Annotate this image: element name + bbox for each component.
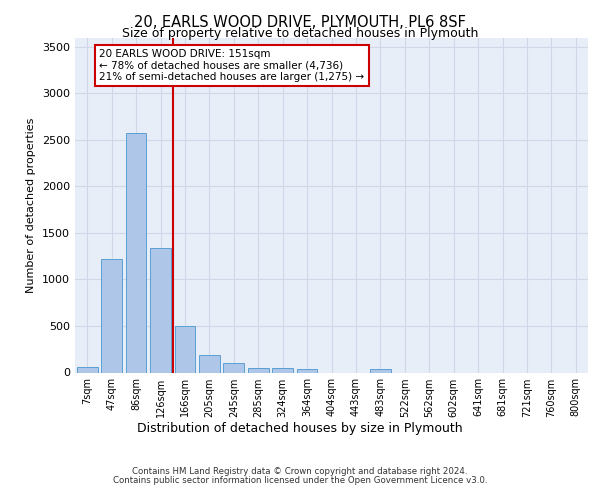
Text: Contains HM Land Registry data © Crown copyright and database right 2024.: Contains HM Land Registry data © Crown c… xyxy=(132,467,468,476)
Bar xyxy=(248,368,269,372)
Text: Size of property relative to detached houses in Plymouth: Size of property relative to detached ho… xyxy=(122,28,478,40)
Bar xyxy=(199,355,220,372)
Bar xyxy=(101,259,122,372)
Bar xyxy=(125,134,146,372)
Bar xyxy=(77,368,98,372)
Y-axis label: Number of detached properties: Number of detached properties xyxy=(26,118,37,292)
Text: Distribution of detached houses by size in Plymouth: Distribution of detached houses by size … xyxy=(137,422,463,435)
Bar xyxy=(223,362,244,372)
Bar xyxy=(272,368,293,372)
Text: 20 EARLS WOOD DRIVE: 151sqm
← 78% of detached houses are smaller (4,736)
21% of : 20 EARLS WOOD DRIVE: 151sqm ← 78% of det… xyxy=(100,48,365,82)
Text: Contains public sector information licensed under the Open Government Licence v3: Contains public sector information licen… xyxy=(113,476,487,485)
Text: 20, EARLS WOOD DRIVE, PLYMOUTH, PL6 8SF: 20, EARLS WOOD DRIVE, PLYMOUTH, PL6 8SF xyxy=(134,15,466,30)
Bar xyxy=(175,326,196,372)
Bar xyxy=(370,369,391,372)
Bar xyxy=(150,248,171,372)
Bar xyxy=(296,369,317,372)
